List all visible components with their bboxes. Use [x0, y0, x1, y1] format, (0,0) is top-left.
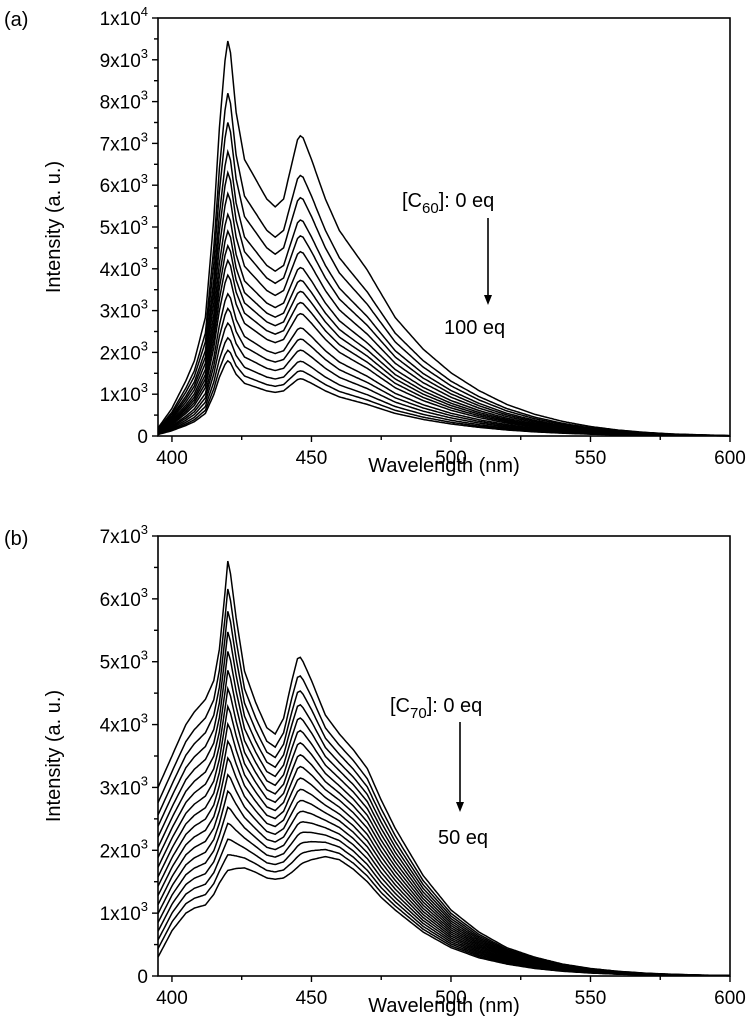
panel-label: (b) — [4, 528, 28, 550]
y-tick-label: 9x103 — [100, 46, 148, 72]
spectrum-line — [157, 789, 730, 977]
x-tick-label: 500 — [435, 448, 467, 469]
y-tick-label: 1x104 — [100, 4, 148, 30]
annotation-arrow-head — [484, 295, 492, 305]
y-tick-label: 3x103 — [100, 773, 148, 799]
y-tick-label: 4x103 — [100, 255, 148, 281]
y-axis-title: Intensity (a. u.) — [43, 161, 65, 293]
y-tick-label: 2x103 — [100, 338, 148, 364]
annotation-end: 100 eq — [444, 317, 505, 339]
panel-label: (a) — [4, 9, 28, 31]
y-tick-label: 6x103 — [100, 585, 148, 611]
x-tick-label: 400 — [156, 988, 188, 1009]
y-tick-label: 3x103 — [100, 297, 148, 323]
y-tick-label: 7x103 — [100, 522, 148, 548]
spectrum-line — [157, 258, 730, 437]
x-tick-label: 400 — [156, 448, 188, 469]
y-tick-label: 8x103 — [100, 88, 148, 114]
y-tick-label: 2x103 — [100, 836, 148, 862]
y-tick-label: 6x103 — [100, 171, 148, 197]
annotation-start: [C60]: 0 eq — [402, 190, 494, 217]
y-tick-label: 4x103 — [100, 711, 148, 737]
x-tick-label: 450 — [296, 448, 328, 469]
spectrum-line — [157, 855, 730, 977]
x-tick-label: 600 — [714, 988, 746, 1009]
plot-frame — [157, 535, 731, 977]
spectrum-line — [157, 292, 731, 437]
x-axis-title: Wavelength (nm) — [368, 455, 520, 477]
panel-b: 400 450 500 550 600 0 1x103 2x103 3x103 4x103 5x10… — [4, 522, 746, 1017]
series-group — [157, 40, 731, 437]
annotation-end: 50 eq — [438, 827, 488, 849]
y-tick-label: 1x103 — [100, 380, 148, 406]
y-tick-label: 0 — [137, 967, 148, 988]
x-tick-label: 450 — [296, 988, 328, 1009]
x-tick-label: 600 — [714, 448, 746, 469]
plot-frame — [157, 17, 731, 437]
spectrum-line — [157, 359, 730, 437]
y-tick-label: 1x103 — [100, 899, 148, 925]
series-group — [157, 560, 731, 977]
y-tick-label: 0 — [137, 427, 148, 448]
x-axis-title: Wavelength (nm) — [368, 995, 520, 1017]
x-tick-label: 550 — [575, 448, 607, 469]
annotation-arrow-head — [456, 802, 464, 812]
spectrum-line — [157, 773, 731, 977]
y-tick-label: 5x103 — [100, 213, 148, 239]
x-tick-label: 500 — [435, 988, 467, 1009]
y-tick-label: 5x103 — [100, 648, 148, 674]
y-tick-label: 7x103 — [100, 129, 148, 155]
y-axis-title: Intensity (a. u.) — [43, 690, 65, 822]
panel-a: 400 450 500 550 600 0 1x103 2x103 3x103 4x103 5x10… — [4, 4, 746, 477]
x-tick-label: 550 — [575, 988, 607, 1009]
annotation-start: [C70]: 0 eq — [390, 695, 482, 722]
